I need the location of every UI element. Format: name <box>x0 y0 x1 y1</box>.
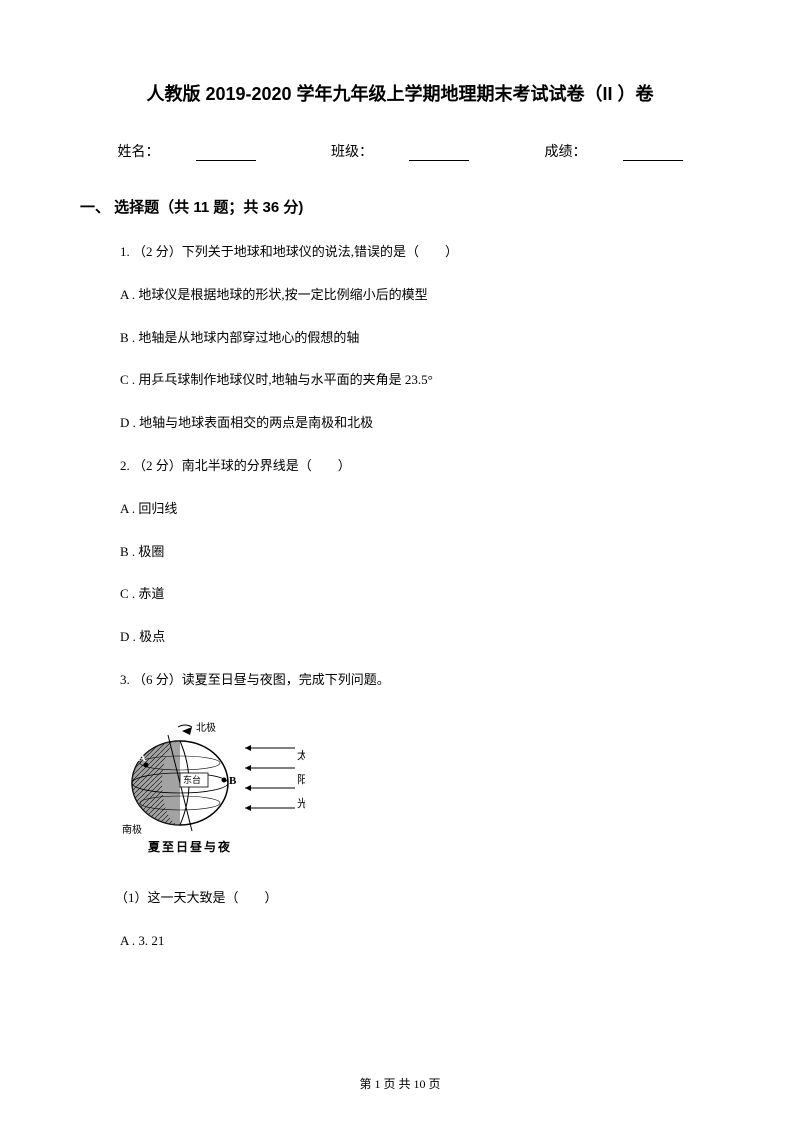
question-3: 3. （6 分）读夏至日昼与夜图，完成下列问题。 <box>80 670 720 691</box>
class-field: 班级： <box>313 145 487 160</box>
diagram-caption: 夏至日昼与夜 <box>148 839 232 854</box>
q2-option-b: B . 极圈 <box>80 542 720 563</box>
page-footer: 第 1 页 共 10 页 <box>0 1075 800 1092</box>
section-header: 一、 选择题（共 11 题；共 36 分) <box>80 196 720 217</box>
q1-option-d: D . 地轴与地球表面相交的两点是南极和北极 <box>80 413 720 434</box>
q2-option-d: D . 极点 <box>80 627 720 648</box>
q3-sub1-option-a: A . 3. 21 <box>80 931 720 952</box>
diagram-container: 北极 南极 A 东台 B 太 阳 光 夏至日昼与夜 <box>80 713 720 863</box>
info-row: 姓名： 班级： 成绩： <box>80 141 720 161</box>
point-b-label: B <box>229 775 237 787</box>
q2-option-c: C . 赤道 <box>80 584 720 605</box>
q2-option-a: A . 回归线 <box>80 499 720 520</box>
north-pole-label: 北极 <box>196 721 216 734</box>
score-field: 成绩： <box>527 145 701 160</box>
page-title: 人教版 2019-2020 学年九年级上学期地理期末考试试卷（II ）卷 <box>80 80 720 106</box>
q1-option-c: C . 用乒乓球制作地球仪时,地轴与水平面的夹角是 23.5° <box>80 370 720 391</box>
point-a-label: A <box>138 752 146 764</box>
q1-option-b: B . 地轴是从地球内部穿过地心的假想的轴 <box>80 328 720 349</box>
dongtai-label: 东台 <box>183 774 201 785</box>
sun-label-3: 光 <box>297 796 305 810</box>
name-field: 姓名： <box>100 145 274 160</box>
south-pole-label: 南极 <box>122 823 142 836</box>
question-1: 1. （2 分）下列关于地球和地球仪的说法,错误的是（ ） <box>80 242 720 263</box>
q1-option-a: A . 地球仪是根据地球的形状,按一定比例缩小后的模型 <box>80 285 720 306</box>
sun-label-2: 阳 <box>297 773 305 786</box>
q3-sub1: （1）这一天大致是（ ） <box>80 888 720 909</box>
sun-label-1: 太 <box>297 749 305 762</box>
globe-diagram: 北极 南极 A 东台 B 太 阳 光 夏至日昼与夜 <box>120 713 305 858</box>
question-2: 2. （2 分）南北半球的分界线是（ ） <box>80 456 720 477</box>
